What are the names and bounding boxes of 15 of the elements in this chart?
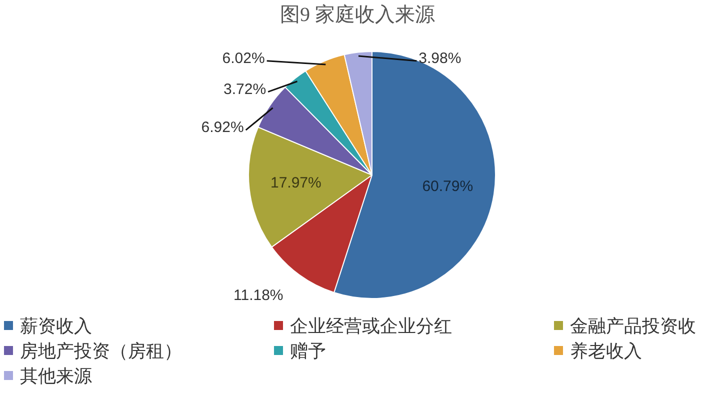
legend-label: 养老收入 (570, 340, 642, 362)
data-label: 3.98% (418, 50, 462, 68)
legend-label: 赠予 (290, 340, 326, 362)
legend-label: 其他来源 (20, 364, 92, 388)
legend-label: 企业经营或企业分红 (290, 314, 452, 338)
data-label: 6.02% (222, 50, 265, 68)
legend-label: 薪资收入 (20, 314, 92, 338)
legend-label: 金融产品投资收 (570, 314, 696, 338)
data-label: 11.18% (233, 287, 284, 304)
legend-label: 房地产投资（房租） (20, 340, 182, 362)
data-label: 17.97% (270, 174, 322, 192)
data-label: 60.79% (422, 178, 474, 196)
data-label: 3.72% (224, 80, 266, 98)
data-label: 6.92% (201, 119, 244, 136)
chart-title: 图9 家庭收入来源 (279, 3, 436, 28)
